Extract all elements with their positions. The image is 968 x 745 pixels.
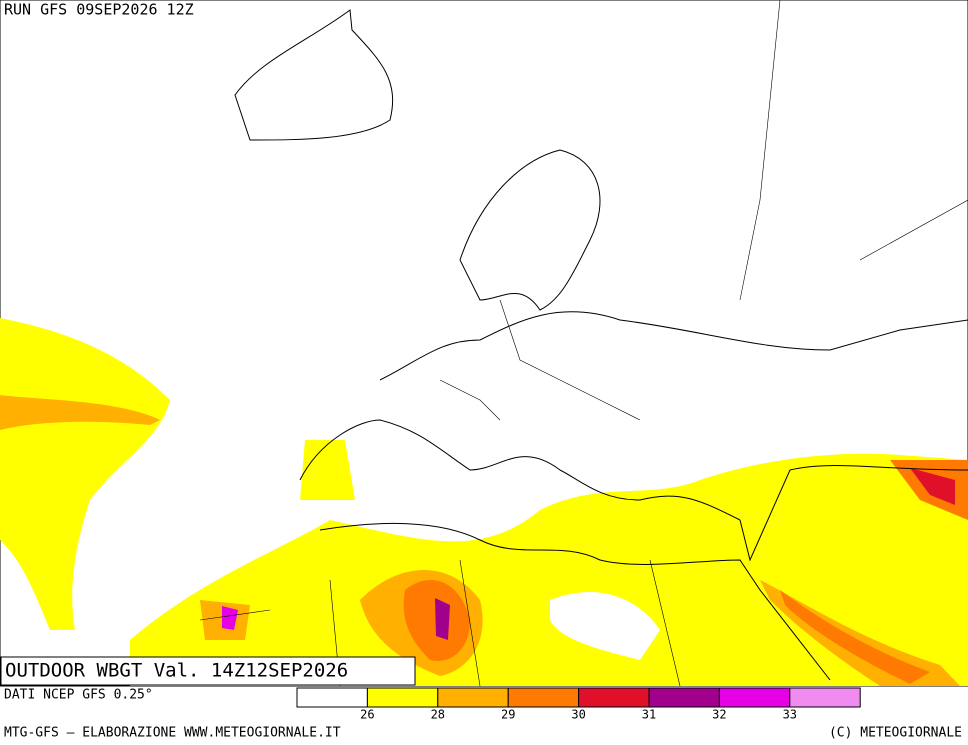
map-label: OUTDOOR WBGT Val. 14Z12SEP2026	[5, 660, 348, 682]
legend-swatch	[507, 687, 580, 708]
legend-swatch	[578, 687, 650, 708]
legend-label: 28	[431, 708, 445, 722]
legend-label: 31	[642, 708, 656, 722]
wbgt-fields	[0, 318, 968, 686]
legend-swatch	[437, 687, 509, 708]
legend: 26 28 29 30 31 32 33	[296, 687, 861, 722]
legend-label: 33	[783, 708, 797, 722]
label-box	[0, 656, 416, 686]
credit: MTG-GFS — ELABORAZIONE WWW.METEOGIORNALE…	[4, 726, 341, 741]
legend-label: 32	[712, 708, 726, 722]
copyright: (C) METEOGIORNALE	[829, 726, 962, 741]
run-label: RUN GFS 09SEP2026 12Z	[4, 1, 194, 19]
legend-swatch	[789, 687, 861, 708]
source: DATI NCEP GFS 0.25°	[4, 688, 153, 703]
legend-label: 30	[571, 708, 585, 722]
legend-swatch	[648, 687, 720, 708]
coastlines	[199, 0, 968, 687]
legend-label: 29	[501, 708, 515, 722]
legend-swatch	[718, 687, 791, 708]
legend-swatch	[296, 687, 368, 708]
legend-swatch	[366, 687, 439, 708]
legend-label: 26	[360, 708, 374, 722]
